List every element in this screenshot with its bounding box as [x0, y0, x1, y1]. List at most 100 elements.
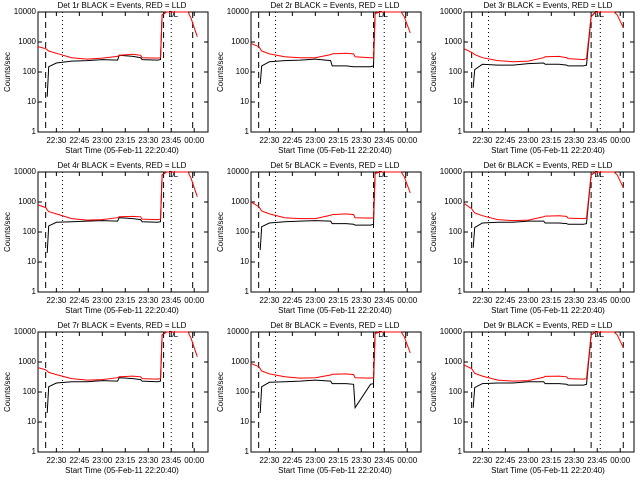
y-tick-label: 10000: [440, 167, 463, 176]
x-tick-label: 22:45: [69, 456, 90, 465]
x-tick-label: 23:15: [115, 296, 136, 305]
plot-frame: [463, 171, 635, 293]
chart-title: Det 4r BLACK = Events, RED = LLD: [58, 161, 187, 170]
x-tick-label: 23:00: [518, 456, 539, 465]
series-line: [472, 331, 596, 408]
x-tick-label: 23:15: [115, 456, 136, 465]
x-tick-label: 22:45: [495, 456, 516, 465]
y-tick-label: 10: [453, 417, 462, 426]
y-axis-label: Counts/sec: [3, 372, 12, 412]
y-tick-label: 10: [240, 417, 249, 426]
x-tick-label: 23:00: [518, 136, 539, 145]
x-tick-label: 00:00: [184, 456, 205, 465]
x-tick-label: 22:45: [282, 296, 303, 305]
x-tick-label: 23:30: [138, 296, 159, 305]
x-tick-label: 23:45: [587, 456, 608, 465]
y-tick-label: 1: [458, 447, 463, 456]
x-axis-label: Start Time (05-Feb-11 22:20:40): [278, 306, 392, 315]
annotation: D: [168, 170, 174, 179]
plot-frame: [250, 11, 422, 133]
chart-title: Det 8r BLACK = Events, RED = LLD: [271, 321, 400, 330]
series-line: [463, 171, 624, 222]
x-axis-label: Start Time (05-Feb-11 22:20:40): [278, 466, 392, 475]
x-tick-label: 00:00: [610, 136, 631, 145]
y-tick-label: 1000: [444, 357, 462, 366]
x-tick-label: 23:45: [374, 296, 395, 305]
x-tick-label: 23:45: [374, 456, 395, 465]
annotation: L: [384, 330, 389, 339]
chart-title: Det 9r BLACK = Events, RED = LLD: [484, 321, 613, 330]
annotation: L: [174, 10, 179, 19]
x-tick-label: 00:00: [184, 296, 205, 305]
x-tick-label: 23:15: [328, 136, 349, 145]
y-tick-label: 10000: [227, 7, 250, 16]
y-axis-label: Counts/sec: [429, 52, 438, 92]
plot-frame: [250, 331, 422, 453]
x-tick-label: 22:30: [259, 136, 280, 145]
annotation: D: [378, 10, 384, 19]
x-axis-label: Start Time (05-Feb-11 22:20:40): [278, 146, 392, 155]
y-tick-label: 100: [23, 67, 37, 76]
annotation: L: [600, 10, 605, 19]
plot-frame: [37, 331, 209, 453]
x-tick-label: 22:45: [69, 296, 90, 305]
annotation: L: [174, 330, 179, 339]
y-tick-label: 100: [236, 67, 250, 76]
y-tick-label: 100: [236, 387, 250, 396]
series-line: [463, 331, 624, 382]
y-tick-label: 1000: [18, 197, 36, 206]
y-axis-label: Counts/sec: [3, 212, 12, 252]
x-tick-label: 00:00: [397, 456, 418, 465]
annotation: D: [168, 10, 174, 19]
series-line: [259, 171, 380, 251]
x-tick-label: 23:15: [328, 296, 349, 305]
x-tick-label: 23:30: [351, 456, 372, 465]
x-tick-label: 22:45: [282, 136, 303, 145]
y-tick-label: 10: [240, 257, 249, 266]
chart-title: Det 3r BLACK = Events, RED = LLD: [484, 1, 613, 10]
y-tick-label: 1000: [231, 197, 249, 206]
x-tick-label: 22:30: [472, 456, 493, 465]
x-tick-label: 00:00: [397, 136, 418, 145]
x-tick-label: 22:30: [46, 296, 67, 305]
x-tick-label: 00:00: [610, 456, 631, 465]
x-tick-label: 22:30: [259, 296, 280, 305]
y-tick-label: 1: [458, 287, 463, 296]
y-tick-label: 10: [27, 417, 36, 426]
x-tick-label: 00:00: [397, 296, 418, 305]
series-line: [37, 11, 198, 60]
y-tick-label: 1000: [444, 37, 462, 46]
x-tick-label: 22:45: [69, 136, 90, 145]
series-line: [46, 171, 167, 254]
y-tick-label: 100: [23, 387, 37, 396]
x-axis-label: Start Time (05-Feb-11 22:20:40): [491, 306, 605, 315]
x-tick-label: 23:30: [564, 296, 585, 305]
x-tick-label: 23:30: [351, 296, 372, 305]
x-tick-label: 23:00: [305, 296, 326, 305]
annotation: D: [594, 10, 600, 19]
plot-frame: [463, 11, 635, 133]
x-tick-label: 00:00: [184, 136, 205, 145]
x-tick-label: 23:30: [138, 456, 159, 465]
y-tick-label: 1: [32, 287, 37, 296]
x-tick-label: 23:15: [541, 136, 562, 145]
chart-title: Det 6r BLACK = Events, RED = LLD: [484, 161, 613, 170]
y-tick-label: 10: [27, 257, 36, 266]
y-axis-label: Counts/sec: [429, 212, 438, 252]
x-tick-label: 23:00: [92, 296, 113, 305]
y-tick-label: 100: [23, 227, 37, 236]
y-axis-label: Counts/sec: [216, 212, 225, 252]
series-line: [46, 331, 167, 414]
x-tick-label: 23:30: [138, 136, 159, 145]
x-axis-label: Start Time (05-Feb-11 22:20:40): [65, 466, 179, 475]
x-tick-label: 22:30: [472, 296, 493, 305]
chart-title: Det 2r BLACK = Events, RED = LLD: [271, 1, 400, 10]
y-tick-label: 1: [245, 287, 250, 296]
x-tick-label: 23:15: [328, 456, 349, 465]
x-tick-label: 23:45: [587, 136, 608, 145]
plot-frame: [250, 171, 422, 293]
y-tick-label: 10000: [227, 327, 250, 336]
annotation: D: [594, 330, 600, 339]
annotation: D: [594, 170, 600, 179]
